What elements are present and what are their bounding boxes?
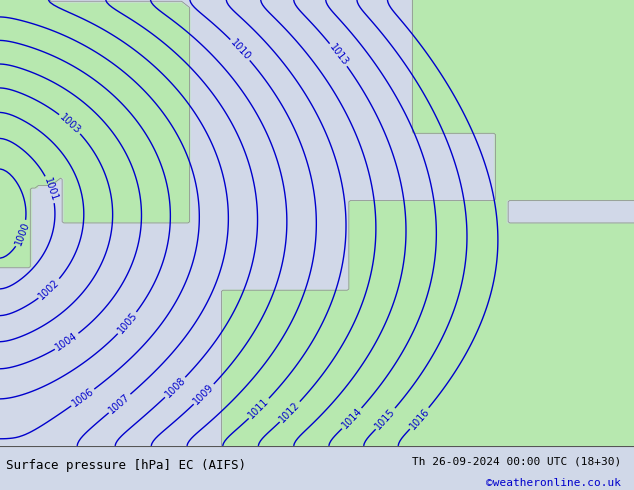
Text: 1007: 1007 — [107, 392, 132, 416]
Text: 1016: 1016 — [408, 406, 431, 431]
Text: Th 26-09-2024 00:00 UTC (18+30): Th 26-09-2024 00:00 UTC (18+30) — [412, 456, 621, 466]
Text: 1014: 1014 — [340, 406, 364, 431]
Text: 1013: 1013 — [327, 42, 350, 68]
Text: Surface pressure [hPa] EC (AIFS): Surface pressure [hPa] EC (AIFS) — [6, 459, 247, 472]
Text: 1010: 1010 — [228, 37, 252, 62]
Text: 1005: 1005 — [115, 311, 139, 336]
Text: 1009: 1009 — [191, 382, 216, 407]
Text: 1000: 1000 — [13, 220, 31, 247]
Text: 1002: 1002 — [37, 277, 61, 301]
Text: 1003: 1003 — [58, 112, 82, 136]
Text: 1015: 1015 — [373, 406, 398, 431]
Text: 1006: 1006 — [70, 386, 96, 409]
Text: 1004: 1004 — [54, 331, 80, 353]
Text: ©weatheronline.co.uk: ©weatheronline.co.uk — [486, 478, 621, 489]
Text: 1008: 1008 — [163, 375, 188, 399]
Text: 1012: 1012 — [278, 400, 302, 424]
Text: 1001: 1001 — [42, 176, 60, 202]
Text: 1011: 1011 — [247, 396, 271, 421]
